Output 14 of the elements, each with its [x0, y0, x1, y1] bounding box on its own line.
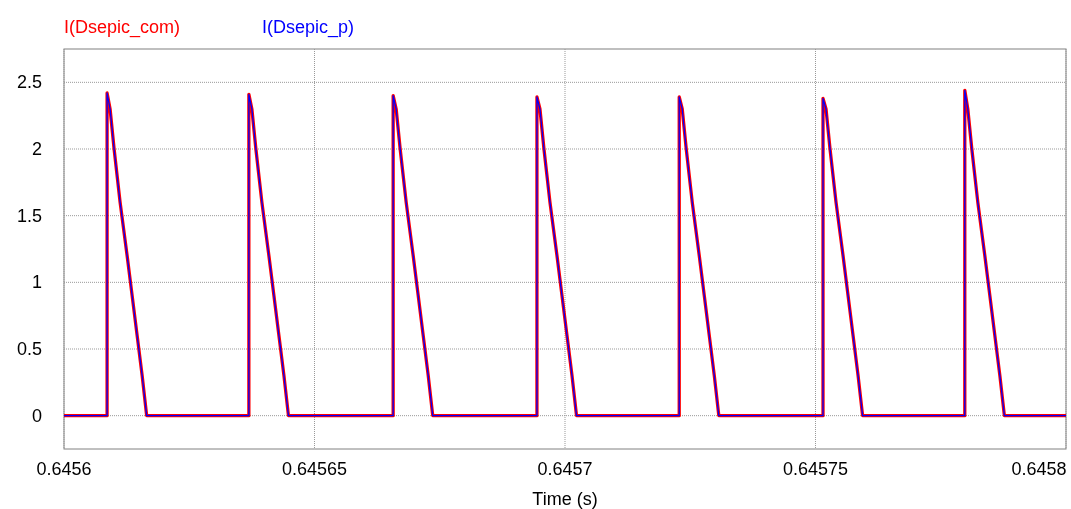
text: I(Dsepic_com): [64, 17, 181, 38]
y-tick-label: 2: [31, 139, 42, 159]
x-tick-label: 0.6458: [1011, 459, 1067, 479]
x-tick-label: 0.64565: [281, 459, 348, 479]
x-axis-title: Time (s): [532, 489, 598, 509]
text: I(Dsepic_p): [262, 17, 355, 38]
x-tick-label: 0.6457: [537, 459, 593, 479]
y-tick-label: 1: [31, 272, 42, 293]
x-tick-label: 0.6456: [36, 459, 92, 479]
y-tick-label: 1.5: [16, 205, 42, 226]
x-tick-label: 0.64575: [782, 459, 849, 479]
y-tick-label: 2.5: [16, 72, 42, 93]
y-tick-label: 0: [31, 405, 42, 426]
y-tick-label: 0.5: [16, 339, 42, 359]
